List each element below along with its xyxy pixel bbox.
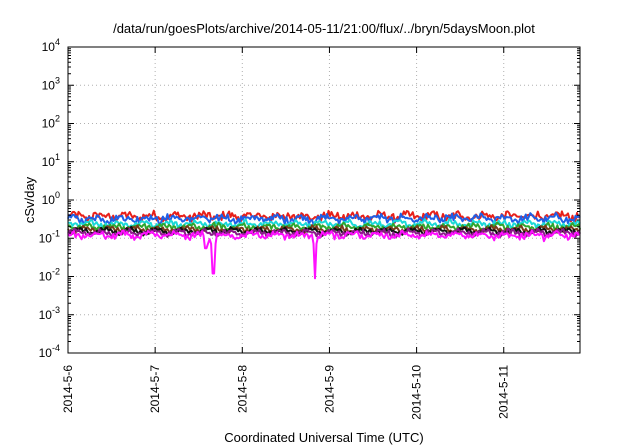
x-tick-label: 2014-5-10	[410, 365, 424, 420]
y-tick-label: 104	[42, 37, 60, 54]
series-group	[67, 209, 581, 280]
series-line	[67, 218, 581, 231]
y-tick-label: 10-2	[39, 267, 60, 284]
plot-frame	[67, 46, 581, 354]
x-tick-labels: 2014-5-6 2014-5-7 2014-5-8 2014-5-9 2014-5-1…	[61, 365, 511, 420]
chart-title: /data/run/goesPlots/archive/2014-05-11/2…	[113, 21, 535, 36]
x-tick-label: 2014-5-11	[497, 365, 511, 419]
x-tick-label: 2014-5-9	[322, 365, 336, 413]
x-axis-label: Coordinated Universal Time (UTC)	[224, 430, 423, 445]
x-tick-label: 2014-5-6	[61, 365, 75, 413]
y-tick-label: 103	[42, 75, 60, 92]
y-tick-label: 10-4	[39, 343, 60, 360]
x-tick-label: 2014-5-7	[148, 365, 162, 413]
y-tick-label: 10-3	[39, 305, 60, 322]
y-tick-label: 100	[42, 190, 60, 207]
y-tick-label: 102	[42, 114, 60, 131]
series-line	[67, 229, 581, 280]
grid	[68, 47, 580, 353]
y-tick-labels: 10-4 10-3 10-2 10-1 100 101 102 103 104	[39, 37, 60, 360]
y-tick-label: 10-1	[39, 228, 60, 245]
x-tick-label: 2014-5-8	[235, 365, 249, 413]
y-axis-label: cSv/day	[22, 176, 37, 223]
y-tick-label: 101	[42, 152, 60, 169]
